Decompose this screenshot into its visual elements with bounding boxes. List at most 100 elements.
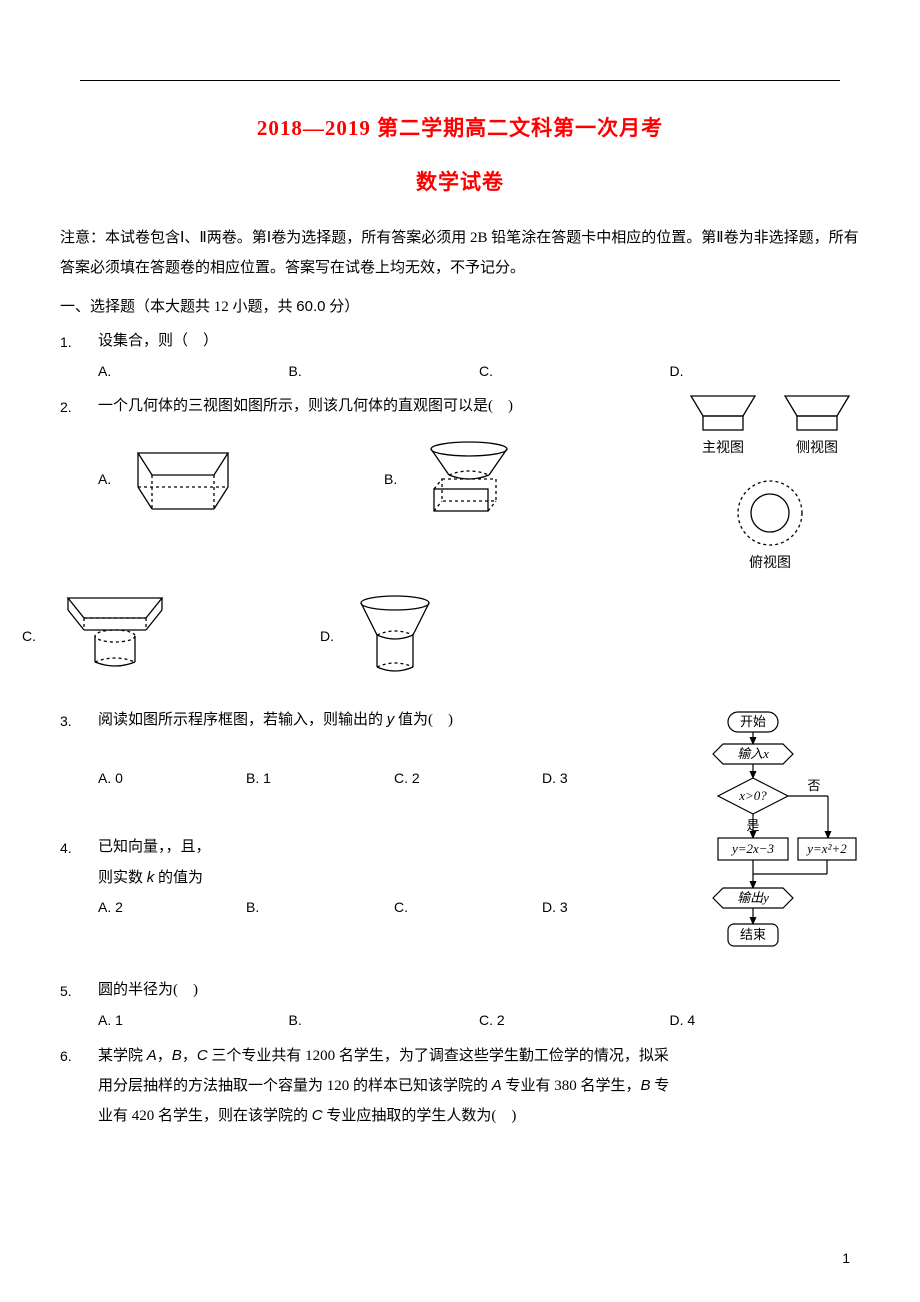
instructions: 注意：本试卷包含Ⅰ、Ⅱ两卷。第Ⅰ卷为选择题，所有答案必须用 2B 铅笔涂在答题卡… (60, 223, 860, 283)
flow-end: 结束 (740, 927, 766, 942)
q2-row: 一个几何体的三视图如图所示，则该几何体的直观图可以是( ) A. (98, 392, 860, 577)
q1-choice-b: B. (289, 358, 480, 385)
q4-choice-c: C. (394, 894, 542, 921)
page-title: 2018—2019 第二学期高二文科第一次月考 (60, 109, 860, 149)
q3-number: 3. (60, 706, 98, 735)
flow-cond: x>0? (738, 788, 767, 803)
q6-l3-C: C (312, 1107, 323, 1124)
q6-l2-b: 专业有 380 名学生， (502, 1078, 641, 1094)
q6-line2: 用分层抽样的方法抽取一个容量为 120 的样本已知该学院的 A 专业有 380 … (98, 1071, 860, 1101)
q1-choice-d: D. (670, 358, 861, 385)
flow-output: 输出y (737, 890, 769, 905)
top-divider (80, 80, 840, 81)
q2-label-a: A. (98, 466, 128, 493)
page-number: 1 (842, 1245, 850, 1272)
q1-stem: 设集合，则（ ） (98, 327, 860, 356)
q1-choice-c: C. (479, 358, 670, 385)
q3-choice-d: D. 3 (542, 765, 690, 792)
q1-choice-a: A. (98, 358, 289, 385)
prism-on-cylinder-icon (60, 586, 170, 676)
three-views-diagram: 主视图 侧视图 (680, 392, 860, 577)
q6-l3-a: 业有 420 名学生，则在该学院的 (98, 1108, 312, 1124)
q5-stem: 圆的半径为( ) (98, 976, 860, 1005)
q4-choices: A. 2 B. C. D. 3 (98, 894, 690, 921)
q2-choice-b: B. (384, 439, 670, 519)
q3-stem-prefix: 阅读如图所示程序框图，若输入，则输出的 (98, 712, 387, 728)
q4-body: 已知向量，，且， 则实数 k 的值为 A. 2 B. C. D. 3 (98, 833, 690, 921)
section-heading: 一、选择题（本大题共 12 小题，共 60.0 分） (60, 293, 860, 322)
q6-l1-A: A (147, 1047, 157, 1064)
q2-label-d: D. (320, 623, 350, 650)
q2-stem: 一个几何体的三视图如图所示，则该几何体的直观图可以是( ) (98, 392, 670, 421)
q4-line2-prefix: 则实数 (98, 870, 147, 886)
q3-body: 阅读如图所示程序框图，若输入，则输出的 y 值为( ) A. 0 B. 1 C.… (98, 706, 690, 825)
q6-number: 6. (60, 1041, 98, 1070)
q3-q4-left: 3. 阅读如图所示程序框图，若输入，则输出的 y 值为( ) A. 0 B. 1… (60, 706, 690, 929)
q2-choices-row-2: C. (22, 586, 860, 687)
q4-choice-d: D. 3 (542, 894, 690, 921)
side-view-col: 侧视图 (781, 392, 853, 463)
question-6: 6. 某学院 A，B，C 三个专业共有 1200 名学生，为了调查这些学生勤工俭… (60, 1041, 860, 1131)
front-side-row: 主视图 侧视图 (687, 392, 853, 463)
question-1: 1. 设集合，则（ ） A. B. C. D. (60, 327, 860, 384)
q4-line1: 已知向量，，且， (98, 833, 690, 862)
section-heading-prefix: 一、选择题（本大题共 12 小题，共 (60, 299, 296, 315)
q5-number: 5. (60, 976, 98, 1005)
q6-l1-a: 某学院 (98, 1048, 147, 1064)
q6-l1-d: 三个专业共有 1200 名学生，为了调查这些学生勤工俭学的情况，拟采 (208, 1048, 669, 1064)
exam-page: 2018—2019 第二学期高二文科第一次月考 数学试卷 注意：本试卷包含Ⅰ、Ⅱ… (0, 0, 920, 1302)
front-view-col: 主视图 (687, 392, 759, 463)
question-3: 3. 阅读如图所示程序框图，若输入，则输出的 y 值为( ) A. 0 B. 1… (60, 706, 690, 825)
q6-line1: 某学院 A，B，C 三个专业共有 1200 名学生，为了调查这些学生勤工俭学的情… (98, 1041, 860, 1071)
top-view-col: 俯视图 (732, 475, 808, 578)
side-view-label: 侧视图 (796, 436, 838, 463)
q6-l2-a: 用分层抽样的方法抽取一个容量为 120 的样本已知该学院的 (98, 1078, 492, 1094)
q6-l2-c: 专 (651, 1078, 670, 1094)
q2-label-c: C. (22, 623, 60, 650)
section-heading-points: 60.0 (296, 298, 325, 315)
q3-choice-a: A. 0 (98, 765, 246, 792)
q6-l3-b: 专业应抽取的学生人数为( ) (323, 1108, 517, 1124)
flow-start: 开始 (740, 714, 766, 729)
flow-no: 否 (807, 778, 820, 793)
q6-l1-c: ， (182, 1048, 197, 1064)
q5-choices: A. 1 B. C. 2 D. 4 (98, 1007, 860, 1034)
q5-choice-b: B. (289, 1007, 480, 1034)
q4-number: 4. (60, 833, 98, 862)
q6-line3: 业有 420 名学生，则在该学院的 C 专业应抽取的学生人数为( ) (98, 1101, 860, 1131)
q6-l1-b: ， (157, 1048, 172, 1064)
front-view-label: 主视图 (702, 436, 744, 463)
top-view-label: 俯视图 (749, 551, 791, 578)
q3-stem: 阅读如图所示程序框图，若输入，则输出的 y 值为( ) (98, 706, 690, 735)
question-5: 5. 圆的半径为( ) A. 1 B. C. 2 D. 4 (60, 976, 860, 1033)
q1-choices: A. B. C. D. (98, 358, 860, 385)
q5-choice-c: C. 2 (479, 1007, 670, 1034)
q6-l1-B: B (172, 1047, 182, 1064)
frustum-on-cylinder-icon (350, 591, 440, 681)
flowchart-icon: 开始 输入x x>0? 是 y=2x−3 否 y=x²+2 (690, 706, 860, 976)
q2-main: 一个几何体的三视图如图所示，则该几何体的直观图可以是( ) A. (98, 392, 670, 543)
q5-choice-a: A. 1 (98, 1007, 289, 1034)
front-view-icon (687, 392, 759, 436)
q6-l2-B: B (641, 1077, 651, 1094)
flow-nobox: y=x²+2 (805, 841, 847, 856)
q3-choices: A. 0 B. 1 C. 2 D. 3 (98, 765, 690, 792)
q4-choice-b: B. (246, 894, 394, 921)
q6-l2-A: A (492, 1077, 502, 1094)
q4-line2: 则实数 k 的值为 (98, 864, 690, 893)
q2-label-b: B. (384, 466, 414, 493)
q3-q4-row: 3. 阅读如图所示程序框图，若输入，则输出的 y 值为( ) A. 0 B. 1… (60, 706, 860, 976)
frustum-on-prism-icon (414, 439, 524, 519)
q5-choice-d: D. 4 (670, 1007, 861, 1034)
q6-body: 某学院 A，B，C 三个专业共有 1200 名学生，为了调查这些学生勤工俭学的情… (98, 1041, 860, 1131)
section-heading-suffix: 分） (325, 299, 359, 315)
question-2: 2. 一个几何体的三视图如图所示，则该几何体的直观图可以是( ) A. (60, 392, 860, 577)
q6-l1-C: C (197, 1047, 208, 1064)
q2-body: 一个几何体的三视图如图所示，则该几何体的直观图可以是( ) A. (98, 392, 860, 577)
q3-choice-c: C. 2 (394, 765, 542, 792)
question-4: 4. 已知向量，，且， 则实数 k 的值为 A. 2 B. C. D. 3 (60, 833, 690, 921)
q1-body: 设集合，则（ ） A. B. C. D. (98, 327, 860, 384)
q2-number: 2. (60, 392, 98, 421)
q2-choices-row-1: A. (98, 439, 670, 519)
q1-number: 1. (60, 327, 98, 356)
